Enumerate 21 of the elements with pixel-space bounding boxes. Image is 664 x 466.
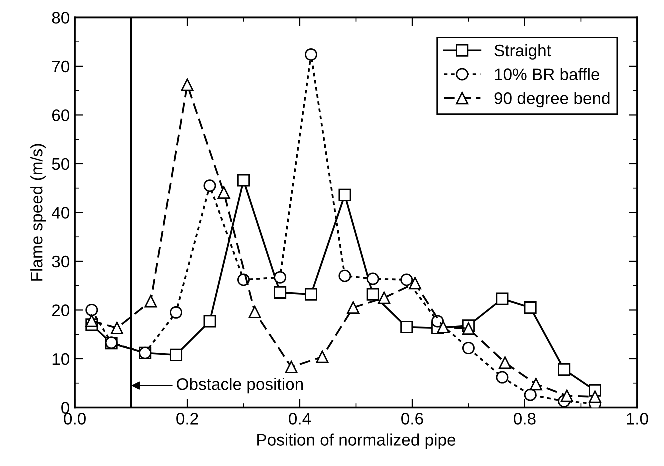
y-tick-label: 10 [52, 353, 70, 366]
x-tick-label: 0.4 [289, 413, 312, 425]
legend-label: Straight [494, 44, 552, 60]
x-tick-label: 0.8 [514, 413, 536, 425]
y-tick-label: 60 [52, 110, 70, 122]
x-tick-label: 0.0 [64, 413, 86, 425]
y-tick-label: 30 [52, 256, 70, 268]
legend-label: 10% BR baffle [495, 68, 600, 80]
y-axis-title: Flame speed (m/s) [30, 144, 46, 281]
x-tick-label: 1.0 [627, 413, 648, 425]
x-tick-label: 0.6 [402, 413, 424, 425]
y-tick-label: 70 [52, 60, 70, 73]
ref-line-label: Obstacle position [177, 378, 304, 394]
x-axis-title: Position of normalized pipe [258, 434, 456, 450]
y-tick-label: 0 [62, 402, 70, 414]
y-tick-label: 20 [52, 304, 70, 316]
y-tick-label: 50 [52, 158, 70, 170]
legend-label: 90 degree bend [494, 92, 610, 108]
y-tick-label: 40 [52, 207, 70, 219]
x-tick-label: 0.2 [176, 413, 198, 425]
y-tick-label: 80 [52, 12, 70, 24]
